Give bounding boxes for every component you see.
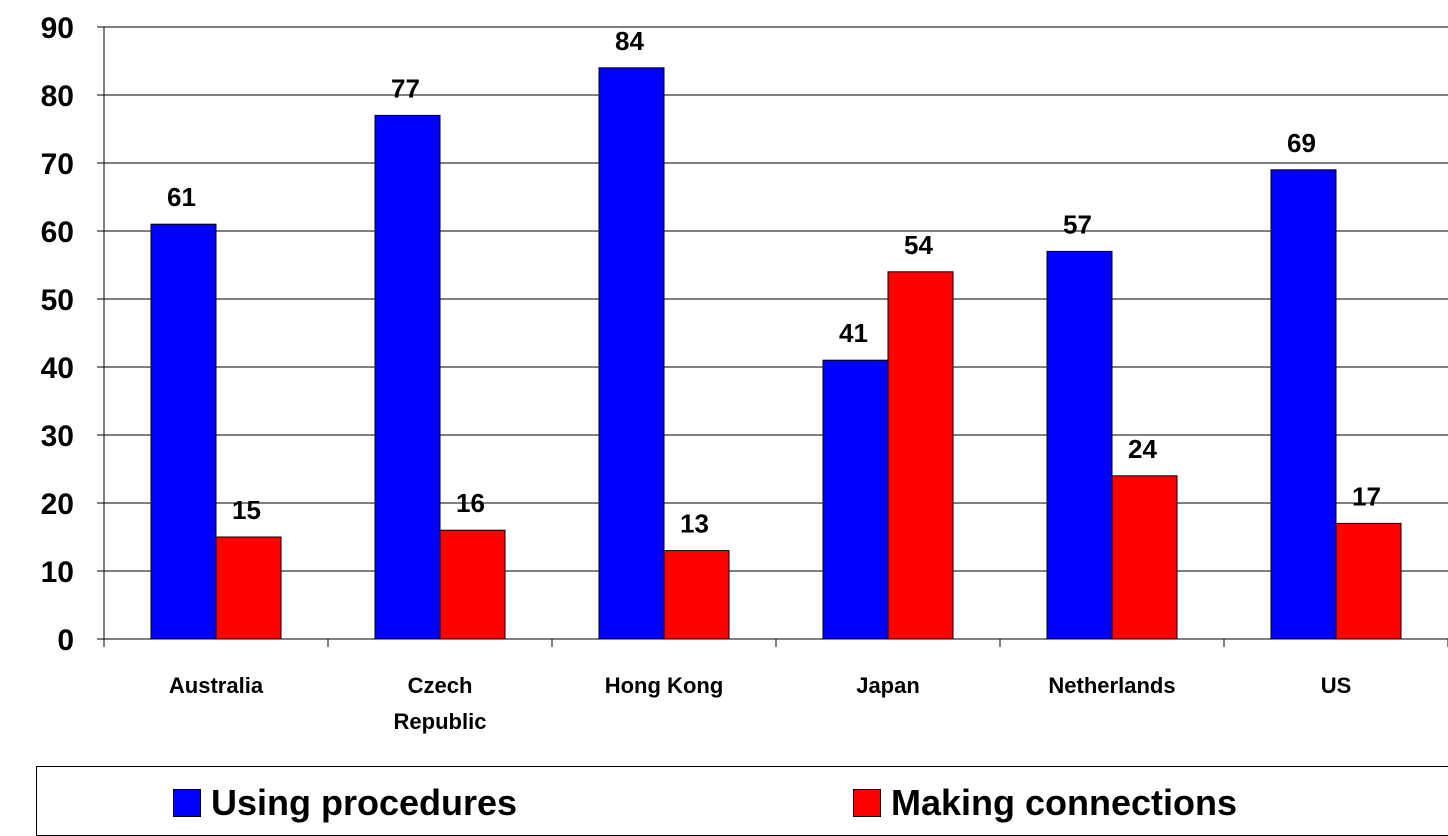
y-tick-label: 0 [57, 624, 74, 657]
y-tick-label: 60 [41, 216, 74, 249]
bar-making-connections [663, 550, 730, 640]
bar-using-procedures [822, 359, 889, 640]
y-tick-label: 20 [41, 488, 74, 521]
data-label: 17 [1352, 481, 1381, 511]
y-tick-label: 10 [41, 556, 74, 589]
legend-swatch-making-connections [853, 789, 881, 817]
y-tick-label: 50 [41, 284, 74, 317]
data-label: 13 [680, 509, 709, 539]
legend-item-using-procedures: Using procedures [173, 785, 517, 821]
x-tick-label: Czech Republic [394, 673, 487, 734]
x-axis: Australia Czech Republic Hong Kong Japan Neth… [103, 638, 1448, 734]
bar-using-procedures [150, 223, 217, 640]
data-label: 16 [456, 488, 485, 518]
bar-using-procedures [1046, 250, 1113, 640]
x-tick-label: Netherlands [1048, 673, 1175, 698]
bar-using-procedures [374, 114, 441, 640]
legend-label-making-connections: Making connections [891, 782, 1238, 823]
legend: Using procedures Making connections [36, 766, 1448, 836]
bar-making-connections [1335, 522, 1402, 640]
data-label: 41 [839, 318, 868, 348]
data-label: 24 [1128, 434, 1157, 464]
legend-label-using-procedures: Using procedures [211, 782, 518, 823]
data-label: 61 [167, 182, 196, 212]
bar-making-connections [439, 529, 506, 640]
y-tick-label: 80 [41, 80, 74, 113]
x-tick-label: Australia [169, 673, 264, 698]
bar-making-connections [215, 536, 282, 640]
bar-making-connections [1111, 475, 1178, 640]
data-label: 84 [615, 26, 644, 56]
y-tick-label: 30 [41, 420, 74, 453]
bars [150, 67, 1402, 640]
data-label: 57 [1063, 209, 1092, 239]
legend-swatch-using-procedures [173, 789, 201, 817]
x-tick-label: Japan [856, 673, 920, 698]
bar-making-connections [887, 271, 954, 640]
y-axis: 0 10 20 30 40 50 60 70 80 90 [41, 12, 105, 657]
bar-using-procedures [598, 67, 665, 640]
x-tick-label: Hong Kong [605, 673, 724, 698]
x-tick-label: US [1321, 673, 1352, 698]
y-tick-label: 70 [41, 148, 74, 181]
gridlines [104, 26, 1448, 572]
y-tick-label: 40 [41, 352, 74, 385]
bar-using-procedures [1270, 169, 1337, 640]
y-tick-label: 90 [41, 12, 74, 45]
bar-chart: 0 10 20 30 40 50 60 70 80 90 Australia Czech Republ… [41, 12, 1448, 734]
data-label: 15 [232, 495, 261, 525]
data-label: 77 [391, 73, 420, 103]
data-label: 54 [904, 230, 933, 260]
legend-item-making-connections: Making connections [853, 785, 1237, 821]
data-label: 69 [1287, 128, 1316, 158]
data-labels: 61 15 77 16 84 13 41 54 57 24 69 17 [167, 26, 1381, 539]
